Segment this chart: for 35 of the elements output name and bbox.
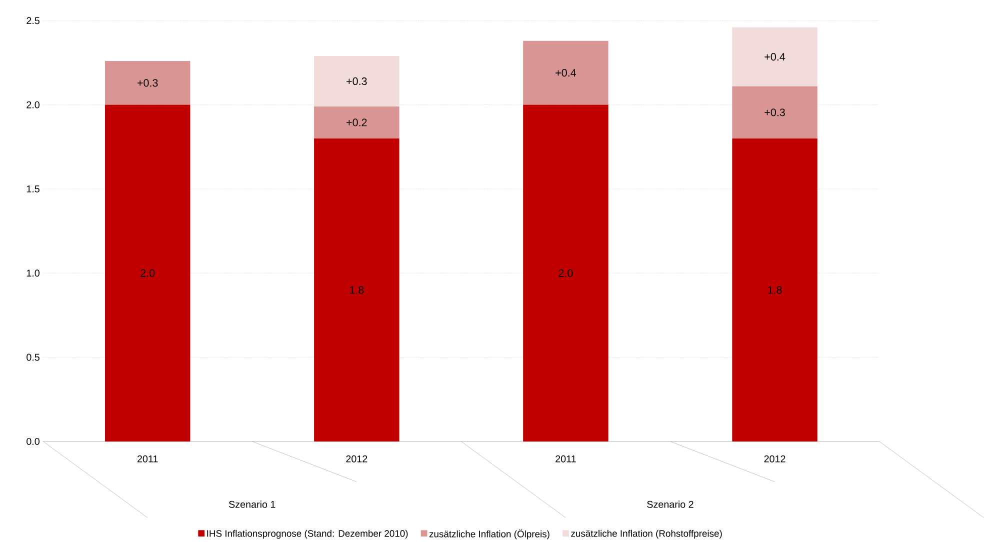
bar (104, 60, 190, 105)
x-tick-label: 2011 (556, 455, 576, 462)
data-label: +0.4 (556, 68, 576, 77)
y-tick-label: 1.5 (26, 185, 40, 192)
data-label: 1.8 (350, 286, 364, 294)
text: Szenario 1 (228, 500, 276, 508)
x-tick-label: 2012 (764, 455, 786, 462)
data-label: +0.3 (346, 77, 367, 85)
y-tick-label: 2.0 (26, 101, 40, 108)
bar (523, 40, 608, 105)
data-label: +0.2 (346, 118, 367, 126)
legend-label: zusätzliche Inflation (Ölpreis) (429, 529, 550, 540)
bar (732, 138, 818, 442)
bar (732, 27, 818, 86)
y-tick-label: 0.0 (26, 438, 40, 445)
x-tick-label: 2012 (346, 455, 368, 462)
text: Szenario 2 (647, 500, 694, 508)
legend-label: IHS Inflationsprognose (Stand: Dezember 2010) (207, 530, 408, 539)
y-tick-label: 2.5 (26, 17, 40, 24)
data-label: +0.3 (137, 79, 158, 87)
bar (523, 104, 608, 442)
bar (314, 138, 400, 442)
data-label: +0.3 (764, 108, 785, 116)
x-tick-label: 2011 (137, 455, 158, 462)
bar (314, 106, 400, 138)
y-tick-label: 0.5 (26, 354, 40, 361)
data-label: 2.0 (140, 269, 155, 277)
bar (104, 104, 190, 442)
bar (732, 86, 818, 138)
data-label: +0.4 (764, 52, 786, 61)
legend-label: zusätzliche Inflation (Rohstoffpreise) (571, 530, 722, 539)
bar (314, 56, 400, 106)
y-tick-label: 1.0 (26, 270, 40, 277)
data-label: 1.8 (768, 286, 782, 294)
data-label: 2.0 (558, 269, 573, 277)
